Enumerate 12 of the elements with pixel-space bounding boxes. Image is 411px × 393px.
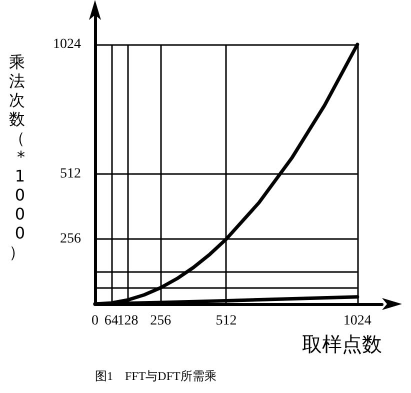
text: 图1 FFT与DFT所需乘 bbox=[95, 369, 216, 383]
x-tick-label: 256 bbox=[150, 314, 172, 328]
x-tick-label: 512 bbox=[216, 314, 237, 328]
x-tick-label: 1024 bbox=[343, 314, 372, 328]
y-tick-label: 1024 bbox=[53, 36, 81, 52]
x-tick-label: 0 bbox=[92, 314, 98, 328]
y-tick-label: 256 bbox=[60, 232, 81, 247]
text: 乘法次数（*1000） bbox=[9, 52, 25, 262]
x-tick-label: 128 bbox=[117, 314, 138, 328]
x-axis-title: 取样点数 bbox=[302, 332, 382, 356]
y-tick-label: 512 bbox=[60, 166, 81, 182]
x-tick-label: 64 bbox=[104, 314, 118, 328]
